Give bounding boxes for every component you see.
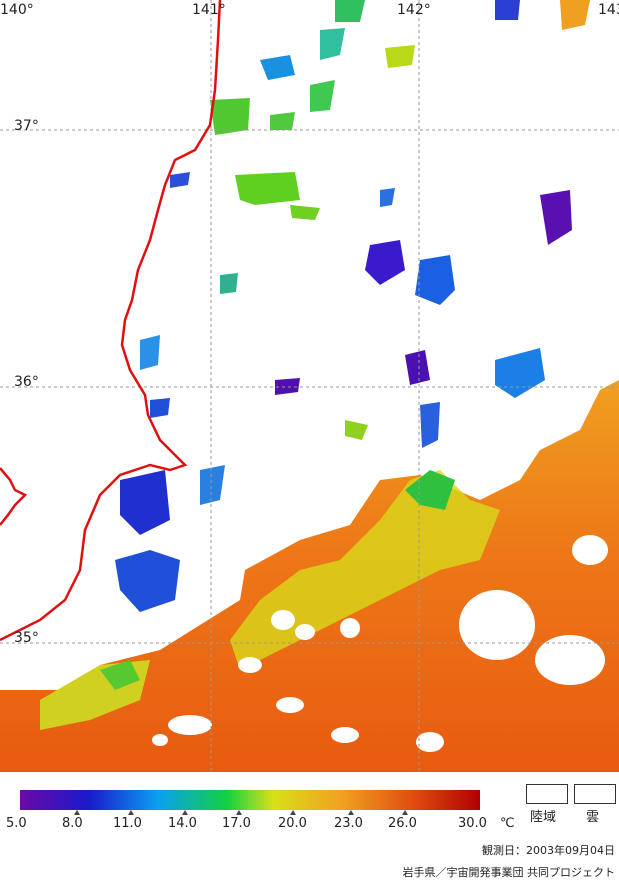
cloud-hole xyxy=(459,590,535,660)
lat-label-36: 36° xyxy=(14,374,39,390)
cloud-hole xyxy=(331,727,359,743)
cloud-hole xyxy=(238,657,262,673)
land-legend-swatch xyxy=(526,784,568,804)
colorbar-tick-17: 17.0 xyxy=(222,816,251,831)
green-patches xyxy=(210,0,415,440)
cloud-legend-label: 雲 xyxy=(586,810,600,825)
colorbar-tick-26: 26.0 xyxy=(388,816,417,831)
lat-label-37: 37° xyxy=(14,118,39,134)
colorbar-tick-5: 5.0 xyxy=(6,816,27,831)
observation-date: 観測日：2003年09月04日 xyxy=(482,844,615,857)
colorbar-tick-mark xyxy=(402,810,408,815)
cloud-hole xyxy=(271,610,295,630)
cloud-hole xyxy=(152,734,168,746)
cloud-hole xyxy=(572,535,608,565)
colorbar-tick-23: 23.0 xyxy=(334,816,363,831)
colorbar-tick-11: 11.0 xyxy=(113,816,142,831)
colorbar-tick-mark xyxy=(348,810,354,815)
cold-patches xyxy=(115,0,572,612)
ne-orange-patch xyxy=(560,0,590,30)
credit-line: 岩手県／宇宙開発事業団 共同プロジェクト xyxy=(402,866,616,879)
coastline-west xyxy=(0,467,28,526)
colorbar-tick-mark xyxy=(128,810,134,815)
lon-label-143: 143° xyxy=(598,2,619,18)
front-band xyxy=(230,470,500,670)
lon-label-141: 141° xyxy=(192,2,226,18)
colorbar-tick-20: 20.0 xyxy=(278,816,307,831)
cloud-hole xyxy=(416,732,444,752)
land-legend-label: 陸域 xyxy=(530,810,557,825)
colorbar-unit: ℃ xyxy=(500,816,515,831)
graticule xyxy=(0,0,619,772)
sst-map xyxy=(0,0,619,772)
cloud-hole xyxy=(535,635,605,685)
cloud-hole xyxy=(340,618,360,638)
cloud-legend-swatch xyxy=(574,784,616,804)
lon-label-142: 142° xyxy=(397,2,431,18)
colorbar-tick-8: 8.0 xyxy=(62,816,83,831)
coastline xyxy=(0,0,222,642)
colorbar-tick-mark xyxy=(74,810,80,815)
colorbar-tick-mark xyxy=(290,810,296,815)
lon-label-140: 140° xyxy=(0,2,34,18)
southwest-green xyxy=(100,660,140,690)
front-green xyxy=(405,470,455,510)
colorbar-tick-mark xyxy=(182,810,188,815)
temperature-colorbar xyxy=(20,790,480,810)
colorbar-tick-30: 30.0 xyxy=(458,816,487,831)
cloud-hole xyxy=(295,624,315,640)
colorbar-tick-14: 14.0 xyxy=(168,816,197,831)
cloud-hole xyxy=(276,697,304,713)
colorbar-tick-mark xyxy=(236,810,242,815)
lat-label-35: 35° xyxy=(14,630,39,646)
cloud-hole xyxy=(168,715,212,735)
